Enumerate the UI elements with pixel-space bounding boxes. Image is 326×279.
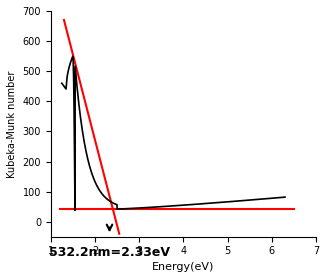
Text: 532.2nm=2.33eV: 532.2nm=2.33eV: [49, 246, 170, 259]
Y-axis label: Kubeka-Munk number: Kubeka-Munk number: [7, 70, 17, 177]
X-axis label: Energy(eV): Energy(eV): [152, 262, 215, 272]
